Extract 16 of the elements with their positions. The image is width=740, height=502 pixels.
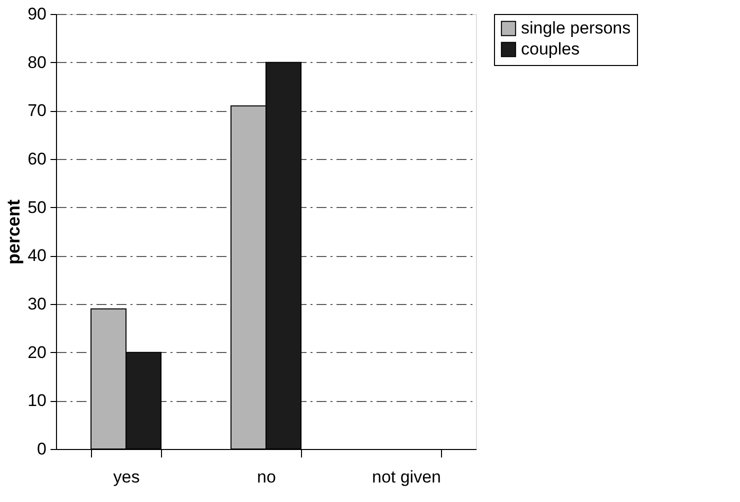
legend-label: couples [521, 40, 580, 58]
y-tick-label: 90 [28, 4, 46, 24]
y-tick-label: 10 [28, 391, 46, 410]
y-tick-label: 80 [28, 52, 46, 72]
y-tick-label: 50 [28, 198, 46, 217]
y-tick-label: 20 [28, 342, 46, 362]
y-axis-title: percent [4, 199, 24, 265]
x-tick-label: no [257, 468, 276, 486]
y-tick-label: 30 [28, 294, 46, 314]
y-tick-label: 0 [37, 440, 46, 458]
y-tick-label: 70 [28, 101, 46, 120]
x-tick-label: yes [113, 468, 140, 486]
y-tick-label: 40 [28, 246, 46, 266]
y-tick-label: 60 [28, 150, 46, 168]
x-tick-label: not given [372, 468, 441, 486]
legend-label: single persons [521, 18, 631, 38]
